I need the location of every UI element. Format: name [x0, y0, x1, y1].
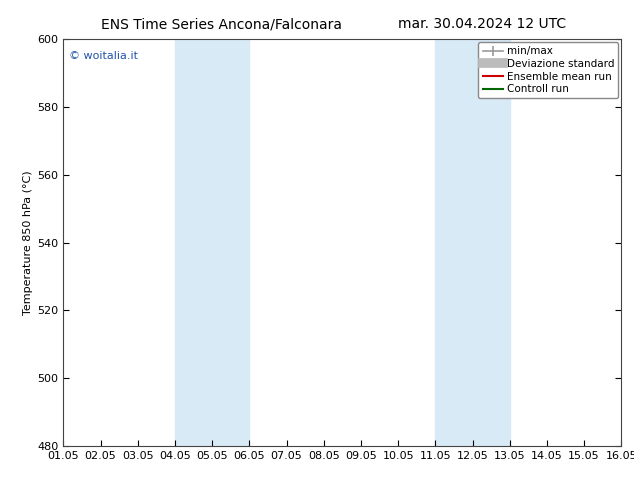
Legend: min/max, Deviazione standard, Ensemble mean run, Controll run: min/max, Deviazione standard, Ensemble m… [479, 42, 618, 98]
Text: ENS Time Series Ancona/Falconara: ENS Time Series Ancona/Falconara [101, 17, 342, 31]
Bar [175, 39, 249, 446]
Y-axis label: Temperature 850 hPa (°C): Temperature 850 hPa (°C) [23, 170, 33, 315]
Bar [436, 39, 510, 446]
Text: mar. 30.04.2024 12 UTC: mar. 30.04.2024 12 UTC [398, 17, 566, 31]
Text: © woitalia.it: © woitalia.it [69, 51, 138, 61]
